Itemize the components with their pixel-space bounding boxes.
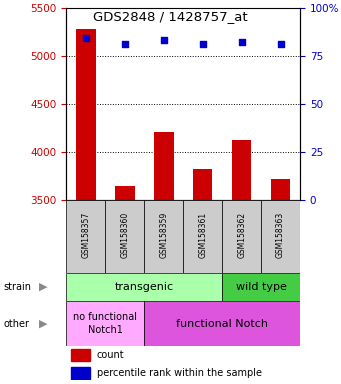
Bar: [271, 179, 290, 384]
Bar: [193, 169, 212, 384]
Text: ▶: ▶: [39, 318, 48, 329]
Bar: [105, 200, 144, 273]
Text: strain: strain: [3, 282, 31, 292]
Bar: [144, 200, 183, 273]
Text: no functional
Notch1: no functional Notch1: [73, 312, 137, 335]
Bar: [66, 200, 105, 273]
Point: [200, 41, 206, 47]
Text: count: count: [97, 350, 124, 360]
Bar: [66, 273, 222, 301]
Bar: [222, 273, 300, 301]
Text: GSM158361: GSM158361: [198, 212, 207, 258]
Text: other: other: [3, 318, 29, 329]
Point: [161, 37, 166, 43]
Text: functional Notch: functional Notch: [176, 318, 268, 329]
Text: GDS2848 / 1428757_at: GDS2848 / 1428757_at: [93, 10, 248, 23]
Text: GSM158359: GSM158359: [159, 212, 168, 258]
Text: percentile rank within the sample: percentile rank within the sample: [97, 367, 262, 377]
Bar: [222, 200, 261, 273]
Point: [278, 41, 283, 47]
Bar: [183, 200, 222, 273]
Text: ▶: ▶: [39, 282, 48, 292]
Point: [83, 35, 89, 41]
Text: GSM158357: GSM158357: [81, 212, 90, 258]
Point: [122, 41, 128, 47]
Text: transgenic: transgenic: [115, 282, 174, 292]
Point: [239, 39, 244, 45]
Bar: [115, 186, 135, 384]
Bar: [66, 301, 144, 346]
Text: GSM158362: GSM158362: [237, 212, 246, 258]
Text: GSM158363: GSM158363: [276, 212, 285, 258]
Bar: [71, 367, 90, 379]
Bar: [76, 29, 96, 384]
Bar: [261, 200, 300, 273]
Text: wild type: wild type: [236, 282, 286, 292]
Text: GSM158360: GSM158360: [120, 212, 129, 258]
Bar: [154, 132, 174, 384]
Bar: [232, 140, 251, 384]
Bar: [144, 301, 300, 346]
Bar: [71, 349, 90, 361]
